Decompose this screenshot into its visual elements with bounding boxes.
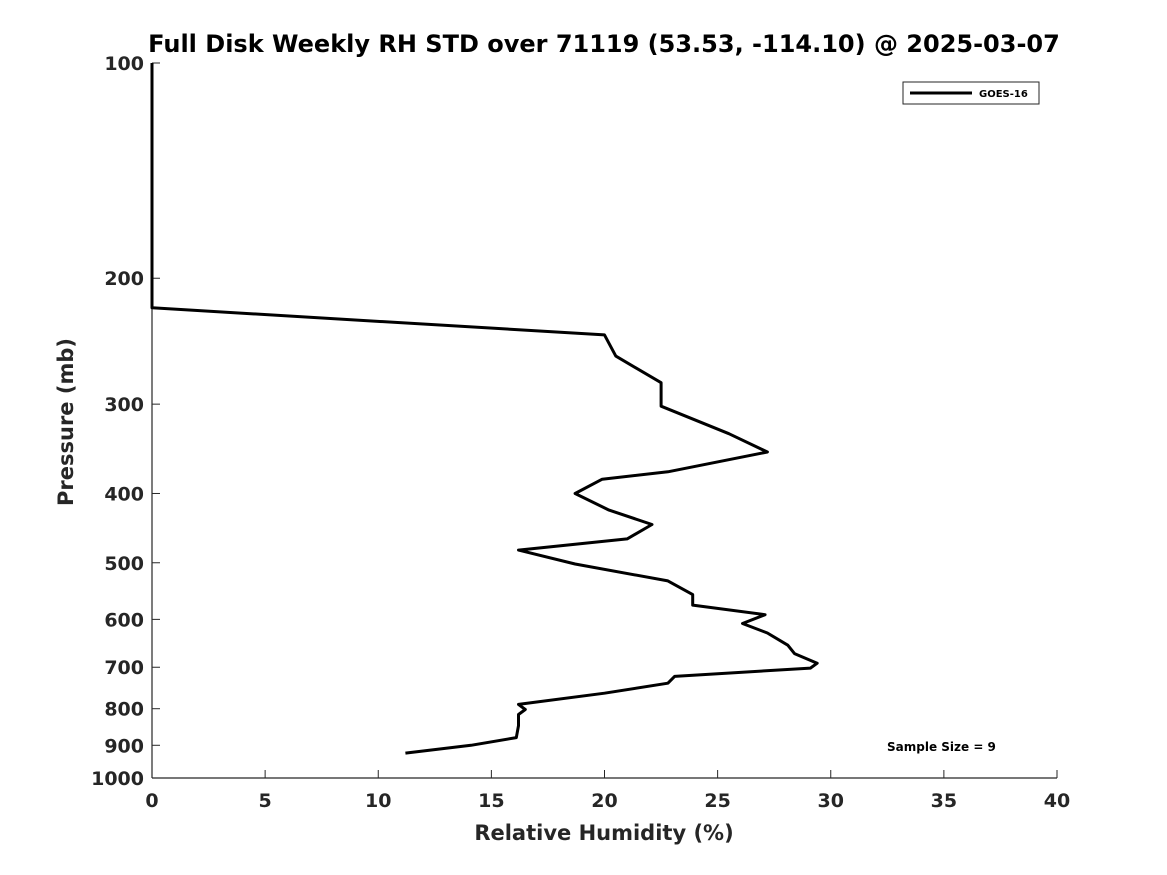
y-tick-label: 500: [104, 553, 144, 575]
y-axis-label: Pressure (mb): [54, 338, 78, 506]
x-tick-label: 35: [931, 790, 957, 812]
x-tick-label: 5: [259, 790, 272, 812]
x-tick-label: 40: [1044, 790, 1070, 812]
series-layer: [150, 63, 819, 755]
y-tick-label: 600: [104, 609, 144, 631]
series-line-goes-16: [150, 63, 819, 755]
y-tick-label: 300: [104, 394, 144, 416]
y-tick-label: 1000: [91, 768, 144, 790]
y-tick-label: 100: [104, 53, 144, 75]
y-tick-label: 200: [104, 268, 144, 290]
x-tick-label: 15: [478, 790, 504, 812]
y-tick-label: 400: [104, 483, 144, 505]
x-tick-label: 30: [818, 790, 844, 812]
x-tick-label: 0: [145, 790, 158, 812]
x-axis-ticks: 0 5 10 15 20 25 30 35 40: [145, 770, 1070, 812]
chart-title: Full Disk Weekly RH STD over 71119 (53.5…: [148, 30, 1060, 58]
sample-size-annotation: Sample Size = 9: [887, 740, 996, 754]
y-tick-label: 700: [104, 657, 144, 679]
legend: GOES-16: [902, 81, 1040, 105]
y-tick-label: 900: [104, 735, 144, 757]
x-axis-label: Relative Humidity (%): [474, 821, 733, 845]
y-axis-ticks: 100 200 300 400 500 600 700 800 900 1000: [91, 53, 160, 790]
x-tick-label: 20: [591, 790, 617, 812]
legend-label: GOES-16: [979, 89, 1028, 100]
x-tick-label: 25: [704, 790, 730, 812]
x-tick-label: 10: [365, 790, 391, 812]
y-tick-label: 800: [104, 699, 144, 721]
